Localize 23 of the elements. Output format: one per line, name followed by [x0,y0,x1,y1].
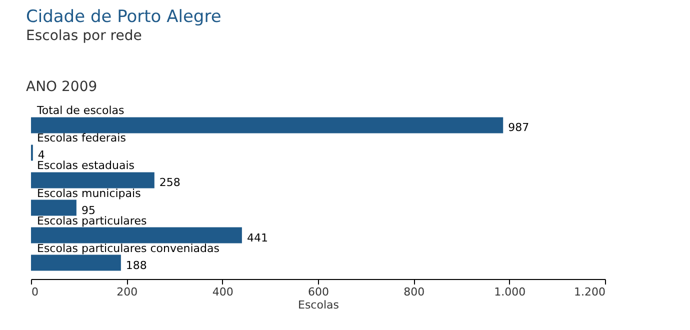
chart-subtitle: Escolas por rede [26,28,142,44]
x-tick-label: 1.000 [494,286,526,298]
data-label: 258 [159,176,180,190]
y-tick-label: Escolas estaduais [37,159,135,172]
data-label: 188 [126,258,147,272]
chart-title: Cidade de Porto Alegre [26,7,222,27]
data-label: 441 [246,231,268,244]
y-tick-label: Escolas particulares [37,214,147,228]
x-tick-label: 1.200 [574,286,606,298]
data-label: 95 [81,204,96,217]
data-label: 987 [508,121,530,134]
data-label: 4 [38,148,45,162]
x-tick-label: 200 [116,286,138,298]
x-axis-title: Escolas [298,298,340,312]
x-tick-label: 400 [212,286,234,298]
y-tick-label: Total de escolas [36,104,125,118]
x-tick-label: 0 [32,286,38,298]
text: ANO 2009 [26,79,98,95]
x-tick-label: 800 [404,286,425,298]
y-tick-label: Escolas particulares conveniadas [37,242,220,255]
y-tick-label: Escolas municipais [37,186,142,200]
x-tick-label: 600 [308,286,329,298]
y-tick-label: Escolas federais [37,132,126,145]
